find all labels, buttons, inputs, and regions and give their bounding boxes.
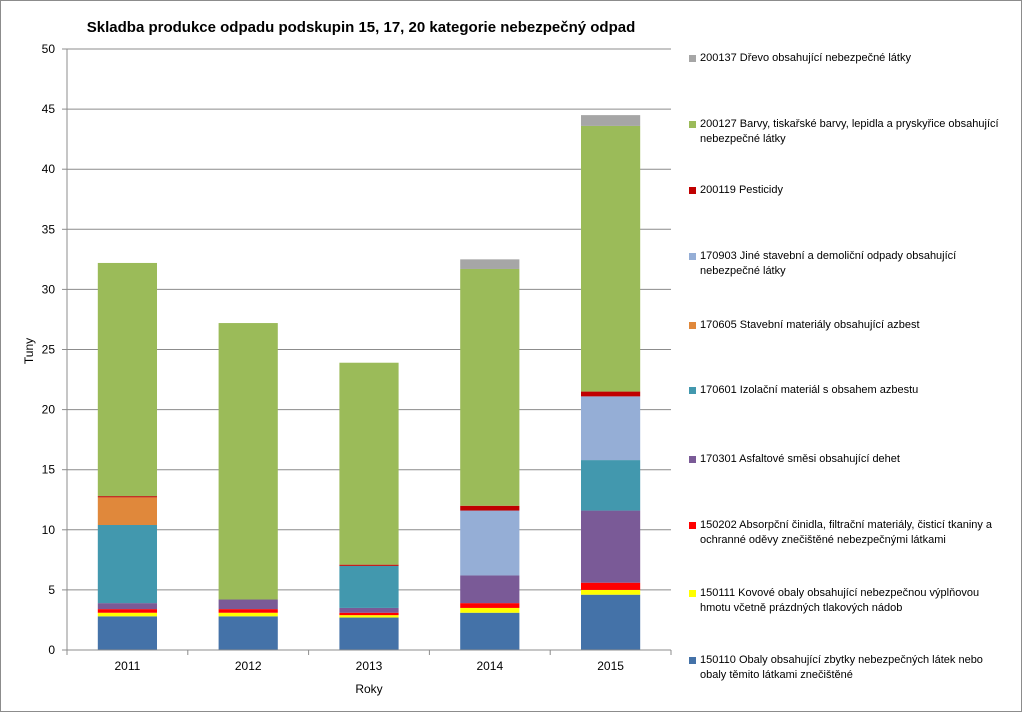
bar-segment [97,612,157,617]
y-tick-label: 35 [42,222,56,236]
legend-label: 170903 Jiné stavební a demoliční odpady … [700,250,957,277]
bar-segment [581,582,641,590]
y-tick-label: 25 [42,343,56,357]
legend-swatch [689,657,696,664]
bar-segment [339,362,399,565]
legend-item: 170601 Izolační materiál s obsahem azbes… [689,383,1009,398]
bar-segment [97,496,157,498]
legend-swatch [689,387,696,394]
legend-item: 200127 Barvy, tiskařské barvy, lepidla a… [689,117,1009,147]
bar-segment [460,612,520,650]
bar-segment [97,262,157,497]
y-tick-label: 10 [42,523,56,537]
x-axis-label: Roky [355,682,382,696]
bar-segment [581,391,641,397]
bar-segment [339,612,399,616]
legend-item: 200119 Pesticidy [689,183,1009,198]
legend-swatch [689,55,696,62]
bar-segment [339,617,399,650]
bar-segment [581,594,641,650]
bar-segment [97,603,157,610]
bar-segment [97,497,157,525]
legend-swatch [689,456,696,463]
bar-segment [97,616,157,650]
bar-segment [218,616,278,650]
x-tick-label: 2012 [235,659,262,673]
bar-segment [97,609,157,613]
y-tick-label: 15 [42,463,56,477]
legend-label: 150202 Absorpční činidla, filtrační mate… [700,519,993,546]
bar-segment [460,505,520,511]
bar-segment [581,589,641,595]
legend-item: 150202 Absorpční činidla, filtrační mate… [689,518,1009,548]
legend-label: 170601 Izolační materiál s obsahem azbes… [700,384,919,396]
bar-segment [218,609,278,613]
y-tick-label: 50 [42,42,56,56]
bar-segment [339,565,399,608]
legend-item: 150111 Kovové obaly obsahující nebezpečn… [689,586,1009,616]
x-tick-label: 2014 [476,659,503,673]
bar-segment [460,510,520,576]
legend-item: 170301 Asfaltové směsi obsahující dehet [689,452,1009,467]
legend-item: 150110 Obaly obsahující zbytky nebezpečn… [689,653,1009,683]
bar-segment [581,125,641,392]
legend-item: 200137 Dřevo obsahující nebezpečné látky [689,51,1009,66]
legend-swatch [689,522,696,529]
legend-swatch [689,121,696,128]
legend-label: 150111 Kovové obaly obsahující nebezpečn… [700,587,980,614]
legend-label: 170605 Stavební materiály obsahující azb… [700,319,920,331]
bar-segment [218,323,278,600]
bar-segment [97,524,157,604]
bar-segment [460,268,520,506]
legend-label: 170301 Asfaltové směsi obsahující dehet [700,453,900,465]
legend-swatch [689,253,696,260]
x-tick-label: 2015 [597,659,624,673]
bar-segment [581,460,641,511]
x-tick-label: 2013 [356,659,383,673]
legend-swatch [689,187,696,194]
legend-label: 200127 Barvy, tiskařské barvy, lepidla a… [700,118,999,145]
legend-swatch [689,590,696,597]
bar-segment [460,259,520,269]
bar-segment [218,612,278,617]
chart-title: Skladba produkce odpadu podskupin 15, 17… [86,19,636,36]
bar-segment [339,607,399,613]
y-tick-label: 40 [42,162,56,176]
y-tick-label: 45 [42,102,56,116]
bar-segment [339,615,399,618]
y-tick-label: 0 [48,643,55,657]
y-tick-label: 30 [42,282,56,296]
legend-label: 200119 Pesticidy [700,184,783,196]
bar-segment [460,575,520,604]
legend-label: 200137 Dřevo obsahující nebezpečné látky [700,52,911,64]
bar-segment [581,510,641,583]
bar-segment [581,396,641,461]
legend-label: 150110 Obaly obsahující zbytky nebezpečn… [700,654,983,681]
y-tick-label: 20 [42,403,56,417]
bar-segment [460,607,520,613]
bar-segment [339,564,399,566]
y-axis-label: Tuny [22,338,36,364]
legend-swatch [689,322,696,329]
bar-segment [581,115,641,126]
x-tick-label: 2011 [114,659,140,673]
legend-item: 170903 Jiné stavební a demoliční odpady … [689,249,1009,279]
y-tick-label: 5 [48,583,55,597]
legend-item: 170605 Stavební materiály obsahující azb… [689,318,1009,333]
bar-segment [218,599,278,610]
bar-segment [460,603,520,608]
